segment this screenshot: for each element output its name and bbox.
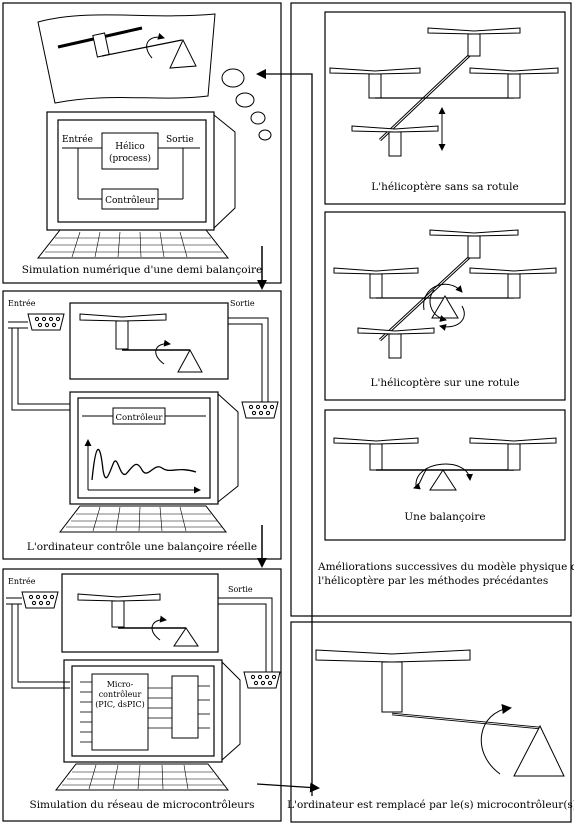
input-label: Entrée bbox=[62, 134, 93, 145]
output-label: Sortie bbox=[230, 299, 255, 308]
computer-monitor-icon bbox=[54, 659, 241, 791]
helicopter-joint-icon bbox=[333, 229, 557, 359]
thought-paper bbox=[37, 13, 216, 104]
replacement-caption: L'ordinateur est remplacé par le(s) micr… bbox=[287, 799, 574, 811]
model-caption: Une balançoire bbox=[404, 511, 485, 523]
process-label: Hélico bbox=[115, 141, 144, 152]
chip-label: (PIC, dsPIC) bbox=[95, 700, 145, 709]
controller-label: Contrôleur bbox=[116, 412, 164, 423]
output-label: Sortie bbox=[166, 135, 194, 145]
control-loop-diagram bbox=[62, 132, 200, 210]
seesaw-helicopter-icon bbox=[79, 313, 203, 373]
seesaw-icon bbox=[333, 437, 557, 491]
computer-monitor-icon bbox=[36, 111, 236, 259]
process-sublabel: (process) bbox=[109, 153, 151, 164]
improvements-text: Améliorations successives du modèle phys… bbox=[317, 561, 574, 573]
panel-microcontroller-network: Entrée Sortie bbox=[2, 568, 282, 822]
controller-label: Contrôleur bbox=[105, 195, 155, 206]
panel-real-seesaw: Entrée Sortie bbox=[2, 290, 282, 560]
model-caption: L'hélicoptère sur une rotule bbox=[371, 377, 520, 389]
chip-label: Micro- bbox=[107, 680, 134, 689]
helicopter-four-rotor-icon bbox=[329, 27, 559, 157]
input-label: Entrée bbox=[8, 299, 36, 308]
flow-arrow bbox=[256, 782, 320, 793]
panel-microcontroller-replacement: L'ordinateur est remplacé par le(s) micr… bbox=[287, 621, 574, 823]
panel-caption: Simulation numérique d'une demi balançoi… bbox=[22, 264, 262, 276]
panel-numeric-simulation: Entrée Sortie Hélico (process) Contrôleu… bbox=[2, 2, 282, 284]
improvements-text: l'hélicoptère par les méthodes précédant… bbox=[318, 575, 548, 587]
serial-port-icon bbox=[27, 313, 65, 331]
mini-helicopter-icon bbox=[57, 24, 197, 69]
panel-caption: L'ordinateur contrôle une balançoire rée… bbox=[27, 541, 257, 553]
model-caption: L'hélicoptère sans sa rotule bbox=[371, 181, 519, 193]
input-label: Entrée bbox=[8, 577, 36, 586]
computer-monitor-icon bbox=[58, 391, 239, 533]
panel-caption: Simulation du réseau de microcontrôleurs bbox=[30, 799, 255, 811]
half-seesaw-icon bbox=[315, 649, 565, 777]
serial-port-icon bbox=[21, 591, 59, 609]
output-label: Sortie bbox=[228, 585, 253, 594]
seesaw-helicopter-icon bbox=[77, 593, 199, 647]
feedback-arrow bbox=[256, 69, 313, 796]
panel-model-improvements: L'hélicoptère sans sa rotule L'hélicoptè… bbox=[290, 2, 574, 617]
chip-label: contrôleur bbox=[99, 690, 142, 699]
microcontroller-chip-icon bbox=[80, 673, 210, 751]
serial-port-icon bbox=[243, 671, 281, 689]
serial-port-icon bbox=[241, 401, 279, 419]
